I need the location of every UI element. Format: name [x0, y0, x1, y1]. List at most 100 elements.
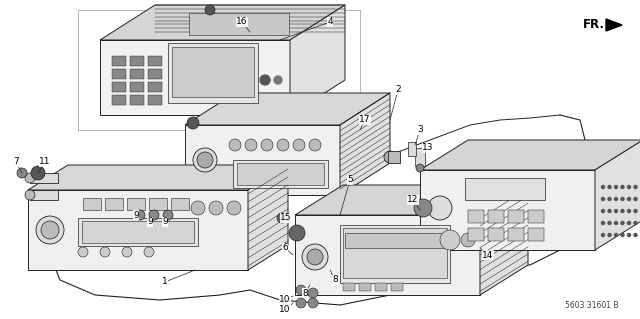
Circle shape [608, 186, 611, 189]
Polygon shape [28, 165, 288, 190]
Text: 11: 11 [39, 158, 51, 167]
Circle shape [428, 196, 452, 220]
Circle shape [634, 234, 637, 236]
Bar [465, 178, 545, 200]
Bar [112, 56, 126, 66]
Text: 13: 13 [422, 144, 434, 152]
Circle shape [621, 221, 624, 225]
Circle shape [163, 210, 173, 220]
Circle shape [31, 166, 45, 180]
Circle shape [608, 234, 611, 236]
Circle shape [621, 210, 624, 212]
Circle shape [25, 173, 35, 183]
Circle shape [309, 139, 321, 151]
Polygon shape [100, 40, 290, 115]
Circle shape [602, 234, 605, 236]
Text: 14: 14 [483, 250, 493, 259]
Bar [82, 221, 194, 243]
Circle shape [307, 249, 323, 265]
Circle shape [614, 221, 618, 225]
Bar [359, 283, 371, 291]
Bar [528, 228, 544, 241]
Polygon shape [420, 170, 595, 250]
Circle shape [461, 233, 475, 247]
Polygon shape [290, 5, 345, 115]
Bar [340, 225, 450, 283]
Circle shape [149, 210, 159, 220]
Polygon shape [420, 140, 640, 170]
Text: 15: 15 [280, 213, 292, 222]
Bar [488, 228, 504, 241]
Circle shape [308, 288, 318, 298]
Bar [172, 47, 254, 97]
Bar [343, 283, 355, 291]
Circle shape [608, 197, 611, 201]
Circle shape [78, 247, 88, 257]
Bar [343, 228, 447, 278]
Circle shape [627, 234, 630, 236]
Circle shape [621, 186, 624, 189]
Text: 4: 4 [327, 18, 333, 26]
Bar [112, 69, 126, 79]
Circle shape [634, 210, 637, 212]
Circle shape [614, 234, 618, 236]
Text: 3: 3 [417, 125, 423, 135]
Circle shape [416, 164, 424, 172]
Circle shape [621, 197, 624, 201]
Bar [30, 173, 58, 183]
Circle shape [627, 210, 630, 212]
Circle shape [634, 186, 637, 189]
Circle shape [602, 210, 605, 212]
Circle shape [197, 152, 213, 168]
Bar [148, 69, 162, 79]
Bar [415, 148, 425, 166]
Circle shape [191, 201, 205, 215]
Circle shape [229, 139, 241, 151]
Bar [130, 95, 144, 105]
Text: 6: 6 [282, 243, 288, 253]
Bar [83, 198, 101, 210]
Bar [171, 198, 189, 210]
Circle shape [602, 186, 605, 189]
Circle shape [277, 139, 289, 151]
Circle shape [627, 221, 630, 225]
Circle shape [602, 197, 605, 201]
Text: 10: 10 [279, 306, 291, 315]
Bar [528, 210, 544, 223]
Text: 2: 2 [395, 85, 401, 94]
Bar [148, 56, 162, 66]
Bar [105, 198, 123, 210]
Circle shape [144, 247, 154, 257]
Bar [130, 56, 144, 66]
Bar [391, 283, 403, 291]
Bar [112, 82, 126, 92]
Polygon shape [595, 140, 640, 250]
Text: 10: 10 [279, 295, 291, 305]
Circle shape [122, 247, 132, 257]
Circle shape [296, 285, 306, 295]
Polygon shape [480, 185, 528, 295]
Circle shape [289, 225, 305, 241]
Text: 9: 9 [147, 218, 153, 226]
Text: 16: 16 [236, 18, 248, 26]
Text: FR.: FR. [583, 19, 605, 32]
Circle shape [608, 210, 611, 212]
Text: 17: 17 [359, 115, 371, 124]
Bar [375, 283, 387, 291]
Circle shape [261, 139, 273, 151]
Circle shape [209, 201, 223, 215]
Circle shape [100, 247, 110, 257]
Circle shape [608, 221, 611, 225]
Bar [130, 82, 144, 92]
Bar [233, 160, 328, 188]
Bar [127, 198, 145, 210]
Bar [78, 218, 198, 246]
Circle shape [135, 210, 145, 220]
Bar [468, 228, 484, 241]
Bar [112, 95, 126, 105]
Polygon shape [606, 19, 622, 31]
Bar [388, 151, 400, 163]
Polygon shape [340, 93, 390, 195]
Text: 7: 7 [13, 158, 19, 167]
Text: 8: 8 [332, 276, 338, 285]
